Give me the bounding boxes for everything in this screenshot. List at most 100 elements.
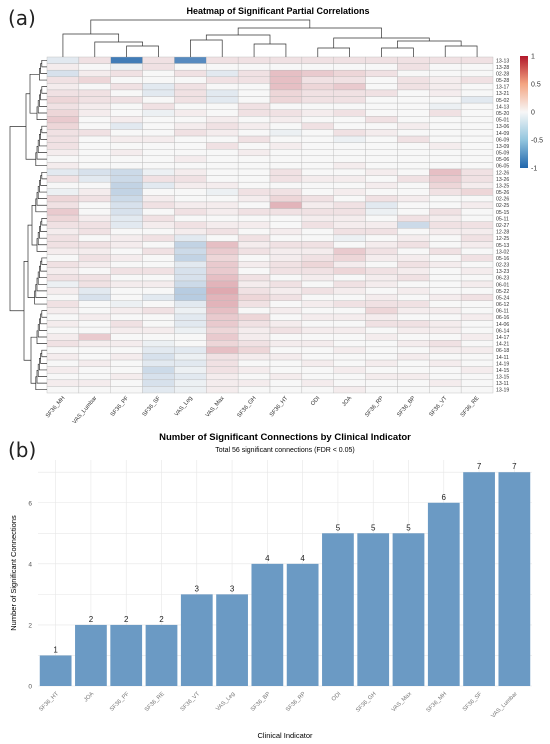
heatmap-cell [397, 76, 430, 84]
heatmap-cell [460, 234, 494, 242]
heatmap-cell [78, 333, 111, 341]
heatmap-cell [78, 353, 111, 361]
heatmap-cell [397, 221, 430, 229]
bar-value-label: 2 [124, 615, 129, 624]
column-label: SF36_RE [460, 395, 481, 418]
heatmap-cell [206, 142, 239, 150]
heatmap-cell [269, 261, 303, 269]
heatmap-cell [333, 241, 366, 249]
heatmap-cell [397, 63, 430, 71]
heatmap-cell [269, 379, 303, 387]
heatmap-cell [174, 333, 207, 341]
heatmap-cell [429, 208, 462, 216]
heatmap-cell [46, 241, 80, 249]
heatmap-cell [46, 234, 80, 242]
dendrogram-branch [27, 224, 35, 298]
heatmap-cell [142, 181, 175, 189]
heatmap-cell [333, 300, 366, 308]
heatmap-cell [269, 228, 303, 236]
heatmap-cell [142, 234, 175, 242]
heatmap-cell [78, 89, 111, 97]
heatmap-cell [237, 359, 271, 367]
heatmap-cell [174, 195, 207, 203]
heatmap-cell [206, 254, 239, 262]
heatmap-cell [46, 254, 80, 262]
heatmap-cell [301, 89, 334, 97]
heatmap-cell [365, 373, 398, 381]
heatmap-cell [78, 155, 111, 163]
heatmap-cell [237, 307, 271, 315]
heatmap-cell [301, 135, 334, 143]
heatmap-cell [397, 89, 430, 97]
heatmap-cell [237, 116, 271, 124]
heatmap-cell [397, 254, 430, 262]
row-label: 05-15 [496, 210, 509, 216]
heatmap-cell [460, 320, 494, 328]
heatmap-cell [429, 83, 462, 91]
heatmap-cell [365, 56, 398, 64]
heatmap-cell [365, 307, 398, 315]
heatmap-cell [46, 69, 80, 77]
row-label: 13-11 [496, 381, 509, 387]
heatmap-cell [429, 300, 462, 308]
heatmap-cell [174, 76, 207, 84]
heatmap-cell [460, 83, 494, 91]
heatmap-cell [142, 89, 175, 97]
heatmap-cell [269, 353, 303, 361]
heatmap-cell [174, 168, 207, 176]
heatmap-cell [237, 69, 271, 77]
heatmap-cell [237, 195, 271, 203]
heatmap-cell [46, 280, 80, 288]
heatmap-cell [397, 320, 430, 328]
heatmap-cell [46, 122, 80, 130]
heatmap-cell [429, 293, 462, 301]
heatmap-cell [301, 188, 334, 196]
heatmap-cell [237, 129, 271, 137]
y-tick-label: 2 [28, 622, 32, 629]
heatmap-cell [333, 142, 366, 150]
heatmap-cell [301, 274, 334, 282]
heatmap-cell [206, 195, 239, 203]
heatmap-cell [397, 175, 430, 183]
heatmap-cell [110, 228, 143, 236]
heatmap-cell [237, 247, 271, 255]
heatmap-cell [110, 162, 143, 170]
heatmap-cell [174, 234, 207, 242]
heatmap-cell [110, 379, 143, 387]
heatmap-cell [269, 373, 303, 381]
heatmap-cell [460, 208, 494, 216]
heatmap-cell [110, 96, 143, 104]
heatmap-cell [397, 109, 430, 117]
heatmap-cell [301, 149, 334, 157]
colorbar-tick-label: 1 [531, 54, 535, 61]
row-label: 05-16 [496, 256, 509, 262]
heatmap-cell [429, 69, 462, 77]
heatmap-cell [365, 379, 398, 387]
heatmap-cell [365, 89, 398, 97]
heatmap-cell [333, 280, 366, 288]
heatmap-cell [206, 346, 239, 354]
heatmap-cell [365, 116, 398, 124]
heatmap-cell [460, 353, 494, 361]
heatmap-cell [397, 122, 430, 130]
heatmap-cell [429, 386, 462, 394]
heatmap-cell [142, 69, 175, 77]
heatmap-cell [429, 359, 462, 367]
heatmap-cell [365, 261, 398, 269]
heatmap-cell [269, 313, 303, 321]
heatmap-cell [78, 162, 111, 170]
bar-chart: Number of Significant Connections by Cli… [9, 432, 532, 740]
heatmap-cell [333, 313, 366, 321]
heatmap-cell [206, 333, 239, 341]
x-tick-label: SF36_VT [180, 691, 202, 713]
heatmap-cell [174, 353, 207, 361]
dendrogram-branch [397, 40, 462, 48]
heatmap-cell [269, 175, 303, 183]
heatmap-cell [333, 208, 366, 216]
heatmap-cell [237, 188, 271, 196]
heatmap-cell [269, 214, 303, 222]
heatmap-cell [110, 307, 143, 315]
heatmap-cell [365, 326, 398, 334]
heatmap-cell [460, 333, 494, 341]
heatmap-cell [301, 69, 334, 77]
